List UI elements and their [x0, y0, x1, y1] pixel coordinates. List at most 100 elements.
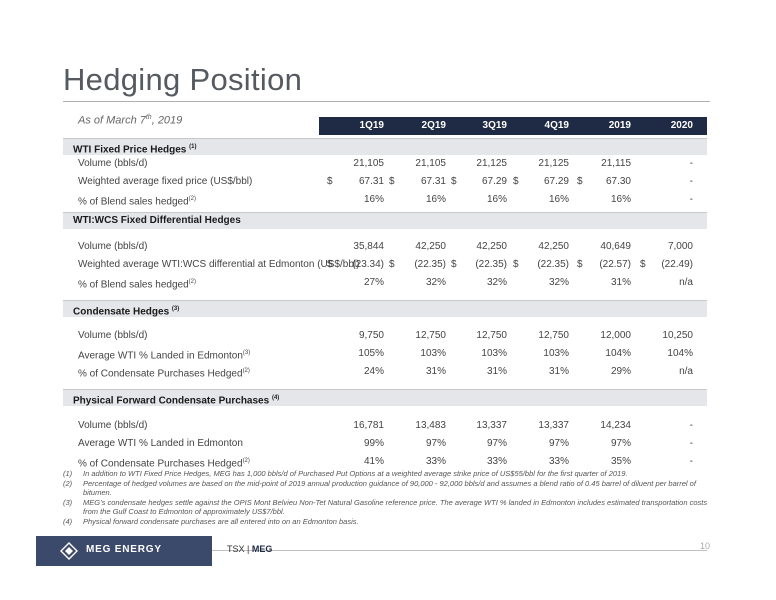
cell-value: 67.31 [358, 176, 384, 187]
row-label: Weighted average WTI:WCS differential at… [78, 259, 360, 270]
table-row: % of Blend sales hedged(2) 16% 16% 16% 16% 16… [63, 192, 707, 207]
section-title: WTI:WCS Fixed Differential Hedges [73, 215, 241, 226]
cell-value: 21,115 [601, 158, 631, 169]
column-header-bar: 1Q19 2Q19 3Q19 4Q19 2019 2020 [319, 117, 707, 135]
cell-value: 16,781 [353, 420, 384, 431]
cell-value: - [689, 158, 693, 169]
column-header-2020: 2020 [670, 120, 693, 131]
cell-value: (22.57) [599, 259, 631, 270]
currency-symbol: $ [640, 259, 646, 270]
section-header: Physical Forward Condensate Purchases (4… [63, 389, 707, 406]
cell-value: 16% [363, 194, 384, 205]
row-label: Weighted average fixed price (US$/bbl) [78, 176, 253, 187]
row-label: Volume (bbls/d) [78, 330, 148, 341]
cell-value: 104% [605, 348, 631, 359]
footer-divider [212, 550, 707, 551]
cell-value: 31% [486, 366, 507, 377]
column-header-2019: 2019 [608, 120, 631, 131]
cell-value: 12,750 [476, 330, 507, 341]
row-label: % of Blend sales hedged(2) [78, 279, 196, 291]
cell-value: 41% [363, 456, 384, 467]
cell-value: 97% [486, 438, 507, 449]
currency-symbol: $ [389, 176, 395, 187]
footnote: (4) Physical forward condensate purchases… [63, 516, 359, 526]
cell-value: 32% [548, 277, 569, 288]
cell-value: 67.29 [481, 176, 507, 187]
cell-value: - [689, 456, 693, 467]
currency-symbol: $ [389, 259, 395, 270]
cell-value: 29% [610, 366, 631, 377]
as-of-date: As of March 7th, 2019 [78, 114, 183, 127]
cell-value: 31% [425, 366, 446, 377]
cell-value: 13,337 [476, 420, 507, 431]
cell-value: 16% [548, 194, 569, 205]
cell-value: 24% [363, 366, 384, 377]
cell-value: 13,483 [415, 420, 446, 431]
cell-value: 14,234 [600, 420, 631, 431]
section-header: Condensate Hedges (3) [63, 300, 707, 317]
cell-value: 16% [486, 194, 507, 205]
cell-value: n/a [679, 277, 693, 288]
cell-value: 103% [543, 348, 569, 359]
cell-value: 105% [358, 348, 384, 359]
cell-value: 67.31 [420, 176, 446, 187]
title-divider [63, 101, 710, 102]
cell-value: 32% [486, 277, 507, 288]
table-row: Volume (bbls/d) 35,844 42,250 42,250 42,250 4… [63, 239, 707, 254]
cell-value: 97% [610, 438, 631, 449]
cell-value: 33% [548, 456, 569, 467]
cell-value: 35,844 [353, 241, 384, 252]
row-label: Volume (bbls/d) [78, 420, 148, 431]
cell-value: 12,750 [415, 330, 446, 341]
cell-value: 21,105 [415, 158, 446, 169]
cell-value: 12,000 [600, 330, 631, 341]
meg-energy-logo: MEG ENERGY [36, 536, 212, 566]
footnote: (2) Percentage of hedged volumes are base… [63, 478, 696, 498]
cell-value: 27% [363, 277, 384, 288]
cell-value: 31% [610, 277, 631, 288]
cell-value: 103% [420, 348, 446, 359]
cell-value: (23.34) [352, 259, 384, 270]
cell-value: 16% [425, 194, 446, 205]
cell-value: n/a [679, 366, 693, 377]
table-row: Volume (bbls/d) 21,105 21,105 21,125 21,125 2… [63, 156, 707, 171]
cell-value: - [689, 420, 693, 431]
cell-value: 99% [363, 438, 384, 449]
cell-value: 21,105 [353, 158, 384, 169]
row-label: % of Condensate Purchases Hedged(2) [78, 458, 250, 470]
cell-value: 103% [481, 348, 507, 359]
table-row: Weighted average WTI:WCS differential at… [63, 257, 707, 272]
section-header: WTI Fixed Price Hedges (1) [63, 138, 707, 155]
cell-value: 97% [425, 438, 446, 449]
currency-symbol: $ [513, 259, 519, 270]
cell-value: - [689, 438, 693, 449]
cell-value: 21,125 [538, 158, 569, 169]
row-label: Volume (bbls/d) [78, 241, 148, 252]
table-row: Volume (bbls/d) 9,750 12,750 12,750 12,750 12… [63, 328, 707, 343]
ticker-label: TSX | MEG [227, 544, 273, 554]
cell-value: (22.35) [414, 259, 446, 270]
section-header: WTI:WCS Fixed Differential Hedges [63, 212, 707, 229]
cell-value: 42,250 [538, 241, 569, 252]
row-label: Average WTI % Landed in Edmonton(3) [78, 350, 251, 362]
currency-symbol: $ [577, 259, 583, 270]
column-header-4q19: 4Q19 [544, 120, 569, 131]
table-row: % of Condensate Purchases Hedged(2) 24% 31… [63, 364, 707, 379]
cell-value: 67.29 [543, 176, 569, 187]
currency-symbol: $ [451, 259, 457, 270]
cell-value: 10,250 [662, 330, 693, 341]
table-row: Weighted average fixed price (US$/bbl) $6… [63, 174, 707, 189]
cell-value: 12,750 [538, 330, 569, 341]
cell-value: 42,250 [415, 241, 446, 252]
table-row: Average WTI % Landed in Edmonton(3) 105% 1… [63, 346, 707, 361]
footnotes: (1) In addition to WTI Fixed Price Hedges… [63, 469, 708, 527]
cell-value: 42,250 [476, 241, 507, 252]
cell-value: 9,750 [358, 330, 384, 341]
cell-value: - [689, 194, 693, 205]
table-row: Average WTI % Landed in Edmonton 99% 97% 97… [63, 436, 707, 451]
row-label: % of Blend sales hedged(2) [78, 196, 196, 208]
section-title: WTI Fixed Price Hedges (1) [73, 144, 197, 156]
currency-symbol: $ [577, 176, 583, 187]
cell-value: 40,649 [600, 241, 631, 252]
table-row: % of Blend sales hedged(2) 27% 32% 32% 32% 31… [63, 275, 707, 290]
